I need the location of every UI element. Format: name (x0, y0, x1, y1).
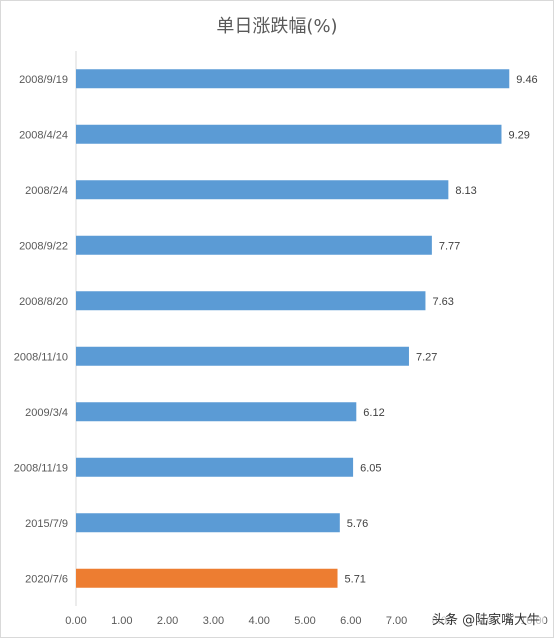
x-tick-label: 6.00 (340, 615, 361, 627)
data-label: 6.12 (363, 407, 384, 419)
x-tick-label: 0.00 (65, 615, 86, 627)
x-tick-label: 4.00 (248, 615, 269, 627)
category-label: 2008/9/19 (19, 74, 68, 86)
bar (76, 180, 449, 200)
bar (76, 69, 510, 89)
bar (76, 402, 357, 422)
category-label: 2020/7/6 (25, 573, 68, 585)
category-label: 2008/4/24 (19, 129, 68, 141)
chart-title: 单日涨跌幅(%) (216, 16, 338, 37)
x-tick-label: 2.00 (157, 615, 178, 627)
category-label: 2008/9/22 (19, 240, 68, 252)
x-tick-label: 5.00 (294, 615, 315, 627)
category-label: 2015/7/9 (25, 518, 68, 530)
data-label: 5.76 (347, 518, 368, 530)
bar (76, 457, 354, 477)
data-label: 7.77 (439, 240, 460, 252)
data-label: 7.63 (432, 296, 453, 308)
x-tick-label: 3.00 (203, 615, 224, 627)
data-label: 9.46 (516, 74, 537, 86)
data-label: 8.13 (455, 185, 476, 197)
category-label: 2008/2/4 (25, 185, 68, 197)
category-label: 2008/11/10 (14, 351, 68, 363)
watermark: 头条 @陆家嘴大牛 (428, 609, 545, 628)
bar (76, 291, 426, 311)
category-label: 2009/3/4 (25, 407, 68, 419)
bar (76, 346, 409, 366)
data-label: 7.27 (416, 351, 437, 363)
category-label: 2008/11/19 (14, 462, 68, 474)
x-tick-label: 7.00 (386, 615, 407, 627)
data-label: 9.29 (508, 129, 529, 141)
bar (76, 124, 502, 144)
data-label: 6.05 (360, 462, 381, 474)
data-label: 5.71 (345, 573, 366, 585)
bar (76, 513, 340, 533)
x-tick-label: 1.00 (111, 615, 132, 627)
bar (76, 568, 338, 588)
category-label: 2008/8/20 (19, 296, 68, 308)
bar (76, 235, 432, 255)
